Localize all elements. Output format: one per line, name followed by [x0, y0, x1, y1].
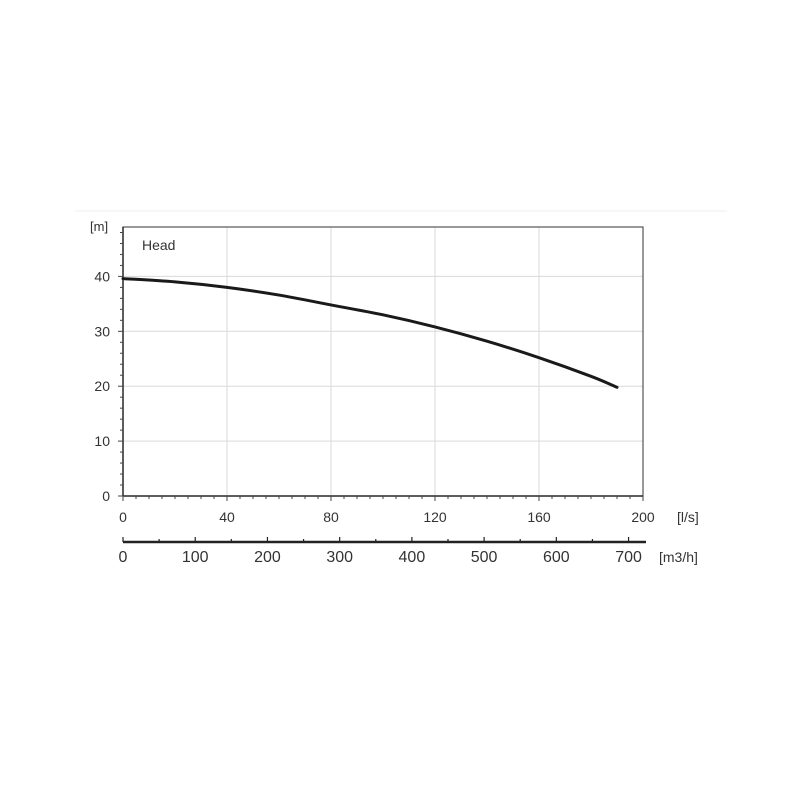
y-tick-label: 20 — [94, 378, 110, 394]
x2-tick-label: 400 — [399, 549, 426, 566]
x-tick-label: 160 — [527, 509, 551, 525]
x2-tick-label: 300 — [326, 549, 353, 566]
x2-tick-label: 0 — [119, 549, 128, 566]
series-label: Head — [142, 237, 175, 253]
y-tick-label: 10 — [94, 433, 110, 449]
x2-tick-label: 100 — [182, 549, 209, 566]
x-axis-label: [l/s] — [677, 509, 699, 525]
x-tick-label: 200 — [631, 509, 655, 525]
y-tick-label: 0 — [102, 488, 110, 504]
y-tick-label: 30 — [94, 323, 110, 339]
plot-frame — [122, 226, 644, 497]
x2-tick-label: 500 — [471, 549, 498, 566]
x2-tick-label: 700 — [615, 549, 642, 566]
head-curve — [121, 277, 619, 389]
y-tick-label: 40 — [94, 268, 110, 284]
y-axis-label: [m] — [90, 219, 108, 234]
x2-tick-label: 200 — [254, 549, 281, 566]
x-tick-label: 120 — [423, 509, 447, 525]
x-tick-label: 0 — [119, 509, 127, 525]
x2-tick-label: 600 — [543, 549, 570, 566]
grid — [123, 227, 643, 496]
series — [121, 277, 619, 389]
x-tick-label: 40 — [219, 509, 235, 525]
x2-axis-label: [m3/h] — [659, 549, 698, 565]
x-tick-label: 80 — [323, 509, 339, 525]
